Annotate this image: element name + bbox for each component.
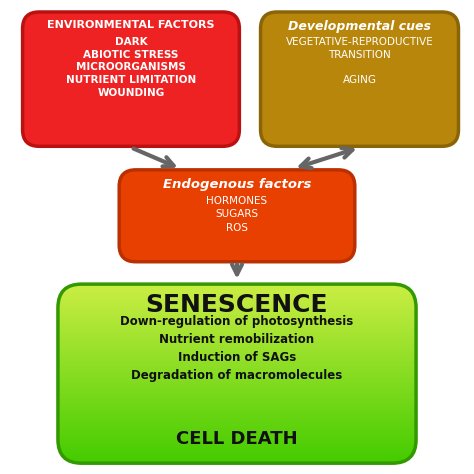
Text: Endogenous factors: Endogenous factors bbox=[163, 178, 311, 191]
Text: Developmental cues: Developmental cues bbox=[288, 20, 431, 34]
Text: SUGARS: SUGARS bbox=[216, 210, 258, 219]
Text: Degradation of macromolecules: Degradation of macromolecules bbox=[131, 369, 343, 382]
FancyBboxPatch shape bbox=[119, 170, 355, 262]
Text: Induction of SAGs: Induction of SAGs bbox=[178, 351, 296, 364]
Text: Nutrient remobilization: Nutrient remobilization bbox=[159, 333, 315, 346]
Text: ROS: ROS bbox=[226, 223, 248, 233]
Text: TRANSITION: TRANSITION bbox=[328, 50, 391, 60]
Text: HORMONES: HORMONES bbox=[207, 196, 267, 206]
FancyBboxPatch shape bbox=[23, 12, 239, 146]
Text: AGING: AGING bbox=[343, 75, 376, 85]
Text: DARK: DARK bbox=[115, 37, 147, 47]
Text: SENESCENCE: SENESCENCE bbox=[146, 292, 328, 317]
Text: VEGETATIVE-REPRODUCTIVE: VEGETATIVE-REPRODUCTIVE bbox=[286, 37, 433, 47]
Text: CELL DEATH: CELL DEATH bbox=[176, 430, 298, 448]
Text: MICROORGANISMS: MICROORGANISMS bbox=[76, 63, 186, 73]
Text: Down-regulation of photosynthesis: Down-regulation of photosynthesis bbox=[120, 315, 354, 328]
Text: WOUNDING: WOUNDING bbox=[97, 88, 164, 98]
Text: ENVIRONMENTAL FACTORS: ENVIRONMENTAL FACTORS bbox=[47, 20, 215, 30]
Text: NUTRIENT LIMITATION: NUTRIENT LIMITATION bbox=[66, 75, 196, 85]
Text: ABIOTIC STRESS: ABIOTIC STRESS bbox=[83, 50, 179, 60]
FancyBboxPatch shape bbox=[261, 12, 458, 146]
